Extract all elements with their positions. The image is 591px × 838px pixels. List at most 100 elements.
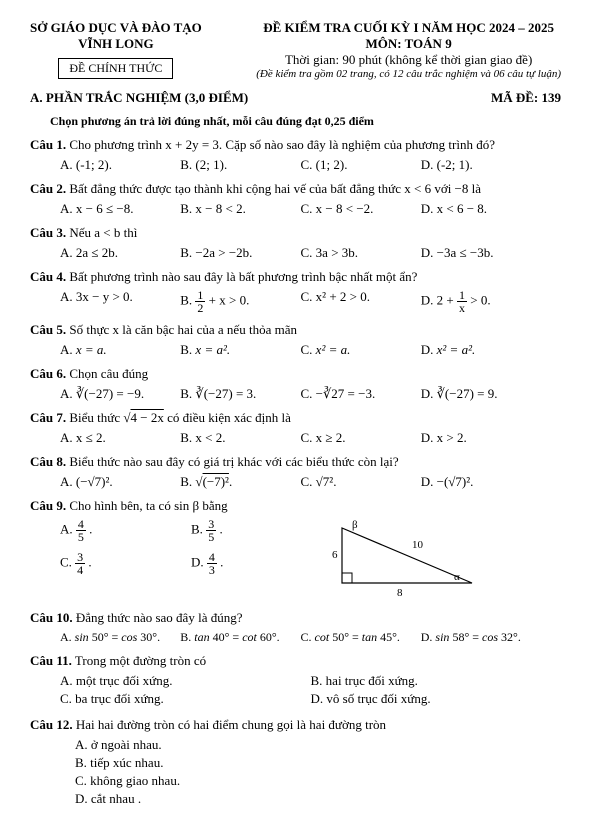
question-2: Câu 2. Bất đẳng thức được tạo thành khi … <box>30 181 561 197</box>
tri-beta: β <box>352 519 358 531</box>
q6-a: A. ∛(−27) = −9. <box>60 386 180 402</box>
q3-options: A. 2a ≤ 2b. B. −2a > −2b. C. 3a > 3b. D.… <box>60 245 541 261</box>
question-9: Câu 9. Cho hình bên, ta có sin β bằng <box>30 498 561 514</box>
q2-b: B. x − 8 < 2. <box>180 201 300 217</box>
q9-options: A. 45 . B. 35 . C. 34 . D. 43 . <box>30 518 322 584</box>
q4-options: A. 3x − y > 0. B. 12 + x > 0. C. x² + 2 … <box>60 289 541 314</box>
q6-c: C. −∛27 = −3. <box>301 386 421 402</box>
q5-options: A. x = a. B. x = a². C. x² = a. D. x² = … <box>60 342 541 358</box>
exam-title: ĐỀ KIỂM TRA CUỐI KỲ I NĂM HỌC 2024 – 202… <box>256 20 561 36</box>
q10-c: C. cot 50° = tan 45°. <box>301 630 421 645</box>
q7-a: A. x ≤ 2. <box>60 430 180 446</box>
q11-stem: Trong một đường tròn có <box>75 653 206 668</box>
q2-c: C. x − 8 < −2. <box>301 201 421 217</box>
q9-c: C. 34 . <box>60 551 191 576</box>
q1-a: A. (-1; 2). <box>60 157 180 173</box>
q5-a: A. x = a. <box>60 342 180 358</box>
made-code: MÃ ĐỀ: 139 <box>491 90 561 106</box>
q6-stem: Chọn câu đúng <box>69 366 148 381</box>
q10-b: B. tan 40° = cot 60°. <box>180 630 300 645</box>
q9-stem: Cho hình bên, ta có sin β bằng <box>69 498 227 513</box>
q9-a: A. 45 . <box>60 518 191 543</box>
q2-a: A. x − 6 ≤ −8. <box>60 201 180 217</box>
q10-options: A. sin 50° = cos 30°. B. tan 40° = cot 6… <box>60 630 541 645</box>
q12-options: A. ở ngoài nhau. B. tiếp xúc nhau. C. kh… <box>75 737 561 809</box>
question-8: Câu 8. Biểu thức nào sau đây có giá trị … <box>30 454 561 470</box>
q1-b: B. (2; 1). <box>180 157 300 173</box>
question-10: Câu 10. Đẳng thức nào sao đây là đúng? <box>30 610 561 626</box>
instruction: Chọn phương án trả lời đúng nhất, mỗi câ… <box>50 114 561 129</box>
header-left: SỞ GIÁO DỤC VÀ ĐÀO TẠO VĨNH LONG ĐỀ CHÍN… <box>30 20 202 80</box>
tri-hyp: 10 <box>412 539 424 551</box>
page-note: (Đề kiểm tra gồm 02 trang, có 12 câu trắ… <box>256 68 561 80</box>
q7-c: C. x ≥ 2. <box>301 430 421 446</box>
q10-a: A. sin 50° = cos 30°. <box>60 630 180 645</box>
question-4: Câu 4. Bất phương trình nào sau đây là b… <box>30 269 561 285</box>
q8-c: C. √7². <box>301 474 421 490</box>
q12-stem: Hai hai đường tròn có hai điểm chung gọi… <box>76 717 386 732</box>
q1-c: C. (1; 2). <box>301 157 421 173</box>
q3-c: C. 3a > 3b. <box>301 245 421 261</box>
q12-c: C. không giao nhau. <box>75 773 561 789</box>
q12-a: A. ở ngoài nhau. <box>75 737 561 753</box>
question-7: Câu 7. Biểu thức √4 − 2x có điều kiện xá… <box>30 410 561 426</box>
official-exam-box: ĐỀ CHÍNH THỨC <box>58 58 173 79</box>
triangle-figure: β α 10 6 8 <box>322 518 561 602</box>
q4-c: C. x² + 2 > 0. <box>301 289 421 314</box>
section-a-label: A. PHẦN TRẮC NGHIỆM (3,0 ĐIỂM) <box>30 90 248 105</box>
question-12: Câu 12. Hai hai đường tròn có hai điểm c… <box>30 717 561 733</box>
q11-b: B. hai trục đối xứng. <box>311 673 562 689</box>
q2-options: A. x − 6 ≤ −8. B. x − 8 < 2. C. x − 8 < … <box>60 201 541 217</box>
header-right: ĐỀ KIỂM TRA CUỐI KỲ I NĂM HỌC 2024 – 202… <box>256 20 561 80</box>
q7-d: D. x > 2. <box>421 430 541 446</box>
q1-options: A. (-1; 2). B. (2; 1). C. (1; 2). D. (-2… <box>60 157 541 173</box>
q10-d: D. sin 58° = cos 32°. <box>421 630 541 645</box>
q12-d: D. cắt nhau . <box>75 791 561 807</box>
q6-options: A. ∛(−27) = −9. B. ∛(−27) = 3. C. −∛27 =… <box>60 386 541 402</box>
section-a-title: A. PHẦN TRẮC NGHIỆM (3,0 ĐIỂM) MÃ ĐỀ: 13… <box>30 90 561 106</box>
q4-stem: Bất phương trình nào sau đây là bất phươ… <box>69 269 417 284</box>
q4-b: B. 12 + x > 0. <box>180 289 300 314</box>
question-3: Câu 3. Nếu a < b thì <box>30 225 561 241</box>
q4-a: A. 3x − y > 0. <box>60 289 180 314</box>
q7-options: A. x ≤ 2. B. x < 2. C. x ≥ 2. D. x > 2. <box>60 430 541 446</box>
q8-a: A. (−√7)². <box>60 474 180 490</box>
q12-b: B. tiếp xúc nhau. <box>75 755 561 771</box>
q8-b: B. √(−7)². <box>180 474 300 490</box>
question-5: Câu 5. Số thực x là căn bậc hai của a nế… <box>30 322 561 338</box>
q11-options: A. một trục đối xứng. B. hai trục đối xứ… <box>60 673 561 709</box>
q1-d: D. (-2; 1). <box>421 157 541 173</box>
q6-b: B. ∛(−27) = 3. <box>180 386 300 402</box>
q9-d: D. 43 . <box>191 551 322 576</box>
q7-stem-post: có điều kiện xác định là <box>164 410 291 425</box>
q4-d: D. 2 + 1x > 0. <box>421 289 541 314</box>
q5-d: D. x² = a². <box>421 342 541 358</box>
org-line1: SỞ GIÁO DỤC VÀ ĐÀO TẠO <box>30 20 202 36</box>
q10-stem: Đẳng thức nào sao đây là đúng? <box>76 610 243 625</box>
question-11: Câu 11. Trong một đường tròn có <box>30 653 561 669</box>
q8-d: D. −(√7)². <box>421 474 541 490</box>
q8-stem: Biểu thức nào sau đây có giá trị khác vớ… <box>69 454 398 469</box>
tri-opp: 6 <box>332 549 338 561</box>
q3-stem: Nếu a < b thì <box>69 225 137 240</box>
q7-b: B. x < 2. <box>180 430 300 446</box>
q1-stem: Cho phương trình x + 2y = 3. Cặp số nào … <box>69 137 495 152</box>
tri-adj: 8 <box>397 587 403 598</box>
q9-b: B. 35 . <box>191 518 322 543</box>
time-note: Thời gian: 90 phút (không kể thời gian g… <box>256 52 561 68</box>
q9-row: A. 45 . B. 35 . C. 34 . D. 43 . β α 10 6… <box>30 518 561 602</box>
q8-options: A. (−√7)². B. √(−7)². C. √7². D. −(√7)². <box>60 474 541 490</box>
org-line2: VĨNH LONG <box>30 36 202 52</box>
subject: MÔN: TOÁN 9 <box>256 36 561 52</box>
q6-d: D. ∛(−27) = 9. <box>421 386 541 402</box>
q5-c: C. x² = a. <box>301 342 421 358</box>
question-6: Câu 6. Chọn câu đúng <box>30 366 561 382</box>
q3-a: A. 2a ≤ 2b. <box>60 245 180 261</box>
q7-stem-pre: Biểu thức <box>69 410 123 425</box>
q11-a: A. một trục đối xứng. <box>60 673 311 689</box>
q2-stem: Bất đẳng thức được tạo thành khi cộng ha… <box>69 181 481 196</box>
tri-alpha: α <box>454 571 460 583</box>
question-1: Câu 1. Cho phương trình x + 2y = 3. Cặp … <box>30 137 561 153</box>
header: SỞ GIÁO DỤC VÀ ĐÀO TẠO VĨNH LONG ĐỀ CHÍN… <box>30 20 561 80</box>
q11-c: C. ba trục đối xứng. <box>60 691 311 707</box>
